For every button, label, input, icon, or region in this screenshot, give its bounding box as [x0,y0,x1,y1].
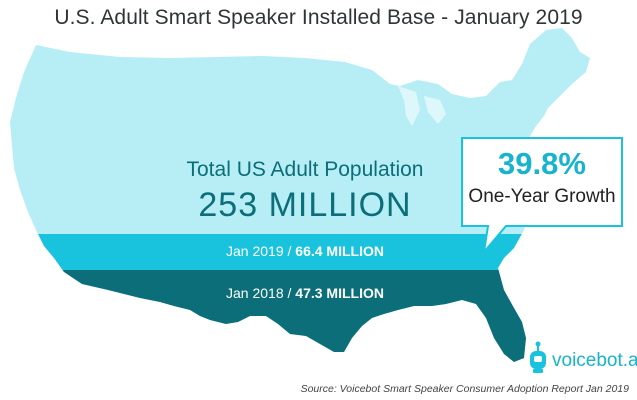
chart-title: U.S. Adult Smart Speaker Installed Base … [54,6,583,29]
robot-icon [530,341,546,373]
band-category-jan-2018: Jan 2018 [226,285,284,301]
growth-percent: 39.8% [498,146,586,181]
band-label-jan-2018: Jan 2018 / 47.3 MILLION [226,285,384,301]
callout-bubble [461,137,623,256]
band-label-jan-2019: Jan 2019 / 66.4 MILLION [226,243,384,259]
growth-label: One-Year Growth [468,186,616,207]
population-value: 253 MILLION [198,186,412,224]
band-value-jan-2019: 66.4 MILLION [295,243,384,259]
band-category-jan-2019: Jan 2019 [226,243,284,259]
brand-logo-text: voicebot.ai [552,350,637,371]
band-value-jan-2018: 47.3 MILLION [295,285,384,301]
source-note: Source: Voicebot Smart Speaker Consumer … [300,383,629,395]
great-lakes-shape [398,86,446,126]
population-label: Total US Adult Population [186,158,424,181]
